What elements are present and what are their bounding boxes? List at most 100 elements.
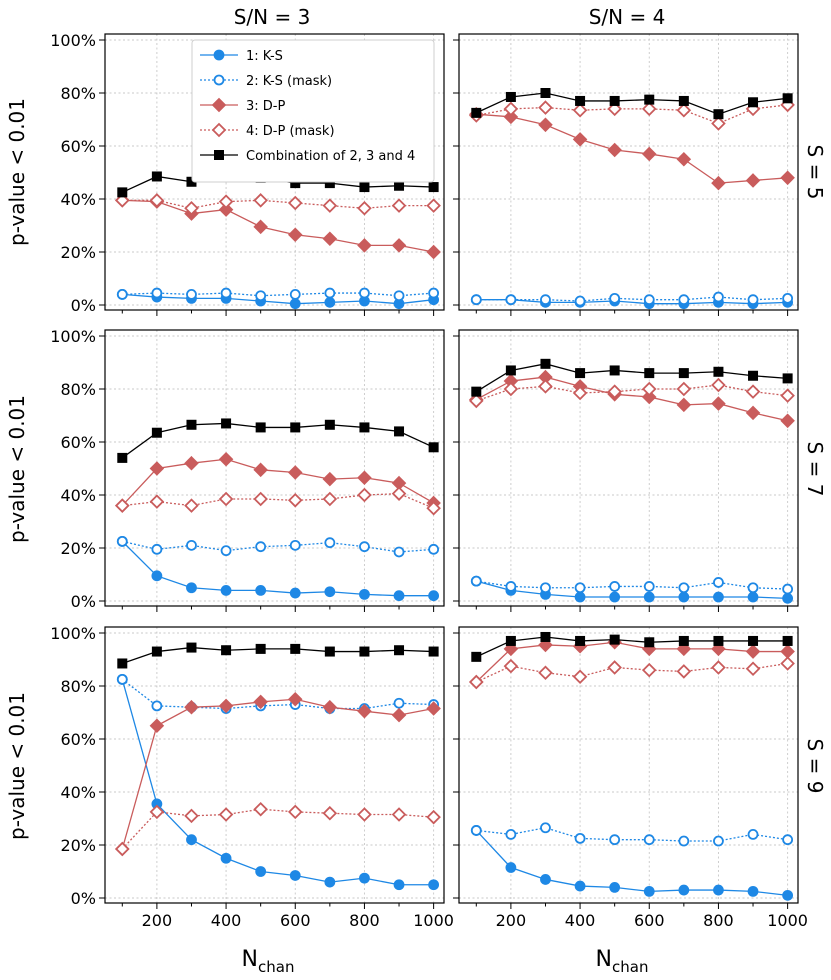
panel-r1-c2-series-4-point-8 [711, 116, 726, 131]
panel-r2-c2-series-5-point-4 [575, 368, 586, 379]
panel-r2-c2-series-4 [469, 377, 795, 409]
panel-r1-c2-series-5-point-2 [505, 91, 516, 102]
panel-r2-c2-series-4-line [476, 384, 788, 402]
panel-r3-c1-series-5-point-3 [186, 642, 197, 653]
panel-r2-c1-series-1-point-9 [393, 590, 405, 602]
legend-entry-4-label: 4: D-P (mask) [246, 124, 335, 139]
panel-r2-c1-series-3-line [121, 458, 434, 507]
panel-r3-c2-series-5-point-6 [644, 637, 655, 648]
panel-r2-c1-series-2-point-10 [428, 543, 440, 555]
panel-r3-c2-series-2-point-2 [505, 829, 517, 840]
panel-r3-c2-series-1-point-3 [540, 874, 551, 885]
panel-r1-c2-series-3-line [476, 113, 788, 184]
panel-r2-c2-series-1-point-8 [713, 591, 724, 603]
panel-r3-c2-series-2-line [476, 827, 788, 842]
panel-r2-c2-series-5-point-10 [782, 373, 793, 384]
panel-r2-c1-series-1-point-3 [186, 582, 197, 594]
panel-r2-c1-series-5-point-2 [151, 427, 162, 438]
panel-r1-c2-series-2-point-2 [505, 294, 517, 306]
legend-items: 1: K-S 2: K-S (mask) 3: D-P 4: D-P (mask) Co… [200, 49, 415, 164]
panel-r2-c2-series-4-point-6 [641, 381, 657, 397]
panel-r2-c1-series-5-point-4 [221, 418, 232, 429]
panel-r1-c2-series-5-point-9 [748, 97, 759, 108]
panel-r2-c1-series-4 [115, 486, 441, 516]
panel-r2-c1-ytick-label-20: 20% [60, 539, 96, 558]
panel-r3-c1-series-1-point-5 [255, 866, 267, 877]
xlabel-right-main: N [596, 947, 612, 972]
panel-r3-c1-frame [104, 626, 445, 904]
panel-r3-c2-series-5-point-1 [471, 651, 482, 662]
panel-r2-c2-series-4-point-3 [538, 379, 553, 394]
panel-r1-c2-series-2 [470, 291, 794, 307]
legend-entry-1: 1: K-S [200, 49, 283, 64]
panel-r3-c1-xtick-label-600: 600 [280, 911, 311, 930]
panel-r1-c2-series-5 [471, 88, 793, 120]
panel-r1-c1-series-2-point-6 [289, 288, 301, 300]
panel-r1-c1-series-2-point-2 [151, 287, 163, 299]
xlabel-left-sub: chan [258, 958, 294, 976]
panel-r3-c2: 200 400 600 800 1000 [453, 626, 808, 930]
panel-r2-c2-series-5 [471, 358, 793, 397]
panel-r2-c1-series-4-point-1 [115, 498, 130, 513]
panel-r2-c2-series-1-point-7 [678, 591, 690, 603]
panel-r3-c1-series-1-point-4 [220, 852, 232, 864]
panel-r2-c2-series-5-point-7 [678, 368, 689, 379]
panel-r2-c2-series-4-point-9 [745, 384, 761, 399]
panel-r3-c1-ytick-label-40: 40% [60, 783, 96, 802]
panel-r2-c1-series-3-point-6 [287, 465, 303, 480]
panel-r2-c2-series-5-point-6 [644, 368, 655, 379]
panel-r3-c1-series-1-point-3 [186, 834, 197, 846]
panel-r3-c1-series-1-point-10 [428, 879, 440, 891]
panel-r2-c2-series-1-point-9 [747, 591, 759, 603]
legend-entry-4: 4: D-P (mask) [200, 122, 335, 139]
panel-r2-c1-series-5-point-7 [324, 419, 335, 430]
panel-r2-c1-series-3-point-3 [184, 455, 199, 471]
panel-r3-c1-series-3-point-7 [322, 699, 338, 715]
panel-r3-c1-series-3-point-3 [184, 699, 199, 715]
panel-r3-c2-series-5-point-3 [540, 631, 551, 642]
panel-r3-c2-xtick-label-400: 400 [565, 911, 596, 930]
panel-r3-c2-series-5-point-10 [782, 635, 793, 646]
panel-r2-c2-series-2-point-6 [643, 581, 655, 592]
panel-r1-c2-series-2-point-9 [747, 294, 759, 306]
panel-r2-c1-series-3-point-2 [149, 461, 165, 476]
panel-r3-c2-series-5-point-7 [678, 635, 689, 646]
panel-r2-c1-series-1-point-5 [255, 585, 267, 596]
panel-r3-c1-series-3-point-4 [218, 698, 234, 714]
panel-r1-c1-series-3-point-8 [357, 238, 372, 253]
panel-r3-c2-series-2 [470, 822, 794, 847]
panel-r2-c2-series-2-point-8 [713, 577, 724, 588]
panel-r2-c1-series-4-point-7 [322, 491, 338, 507]
panel-r2-c1-series-5-point-6 [290, 422, 301, 433]
panel-r3-c1: 0% 20% 40% 60% 80% 100% 200 400 600 800 1000 [50, 624, 454, 930]
panel-r1-c1-series-3-point-9 [391, 238, 407, 253]
panel-r3-c1-ytick-label-80: 80% [60, 677, 96, 696]
panel-r3-c1-series-1-line [121, 679, 434, 886]
panel-r2-c2-series-2-point-2 [505, 581, 517, 592]
panel-r3-c1-series-3-point-8 [357, 703, 372, 719]
panel-r3-c2-series-1-line [475, 829, 788, 896]
panel-r2-c1-series-3-point-4 [218, 451, 234, 467]
panel-r2-c1-ytick-label-0: 0% [71, 592, 96, 611]
panel-r2-c1-series-3-point-8 [357, 470, 372, 486]
row-title-s5: S = 5 [803, 145, 827, 200]
panel-r1-c1-series-2-point-4 [220, 287, 232, 299]
panel-r1-c1-series-5-point-2 [151, 171, 162, 182]
panel-r1-c2-series-2-point-4 [574, 295, 586, 307]
panel-r1-c2-series-2-point-1 [470, 294, 482, 306]
panel-r2-c2-series-2-point-9 [747, 582, 759, 594]
panel-r2-c1-series-2-point-3 [186, 539, 197, 551]
panel-r3-c1-series-2-point-9 [393, 697, 405, 709]
panel-r2-c2-series-5-point-8 [713, 366, 724, 377]
panel-r2-c1-series-2 [116, 535, 440, 558]
panel-r3-c2-series-1-point-9 [747, 885, 759, 897]
panel-r3-c2-series-4-point-4 [572, 669, 588, 684]
panel-r1-c1-series-2-point-5 [255, 290, 267, 302]
panel-r1-c1-series-5-point-10 [428, 182, 439, 193]
ylabel-row3: p-value < 0.01 [5, 692, 29, 840]
panel-r2-c1-series-4-point-8 [357, 487, 372, 503]
panel-r3-c2-series-5 [471, 631, 793, 662]
panel-r2-c2-series-4-point-8 [711, 377, 726, 393]
panel-r3-c2-series-5-point-4 [575, 635, 586, 646]
panel-r3-c1-series-2-point-2 [151, 700, 163, 712]
